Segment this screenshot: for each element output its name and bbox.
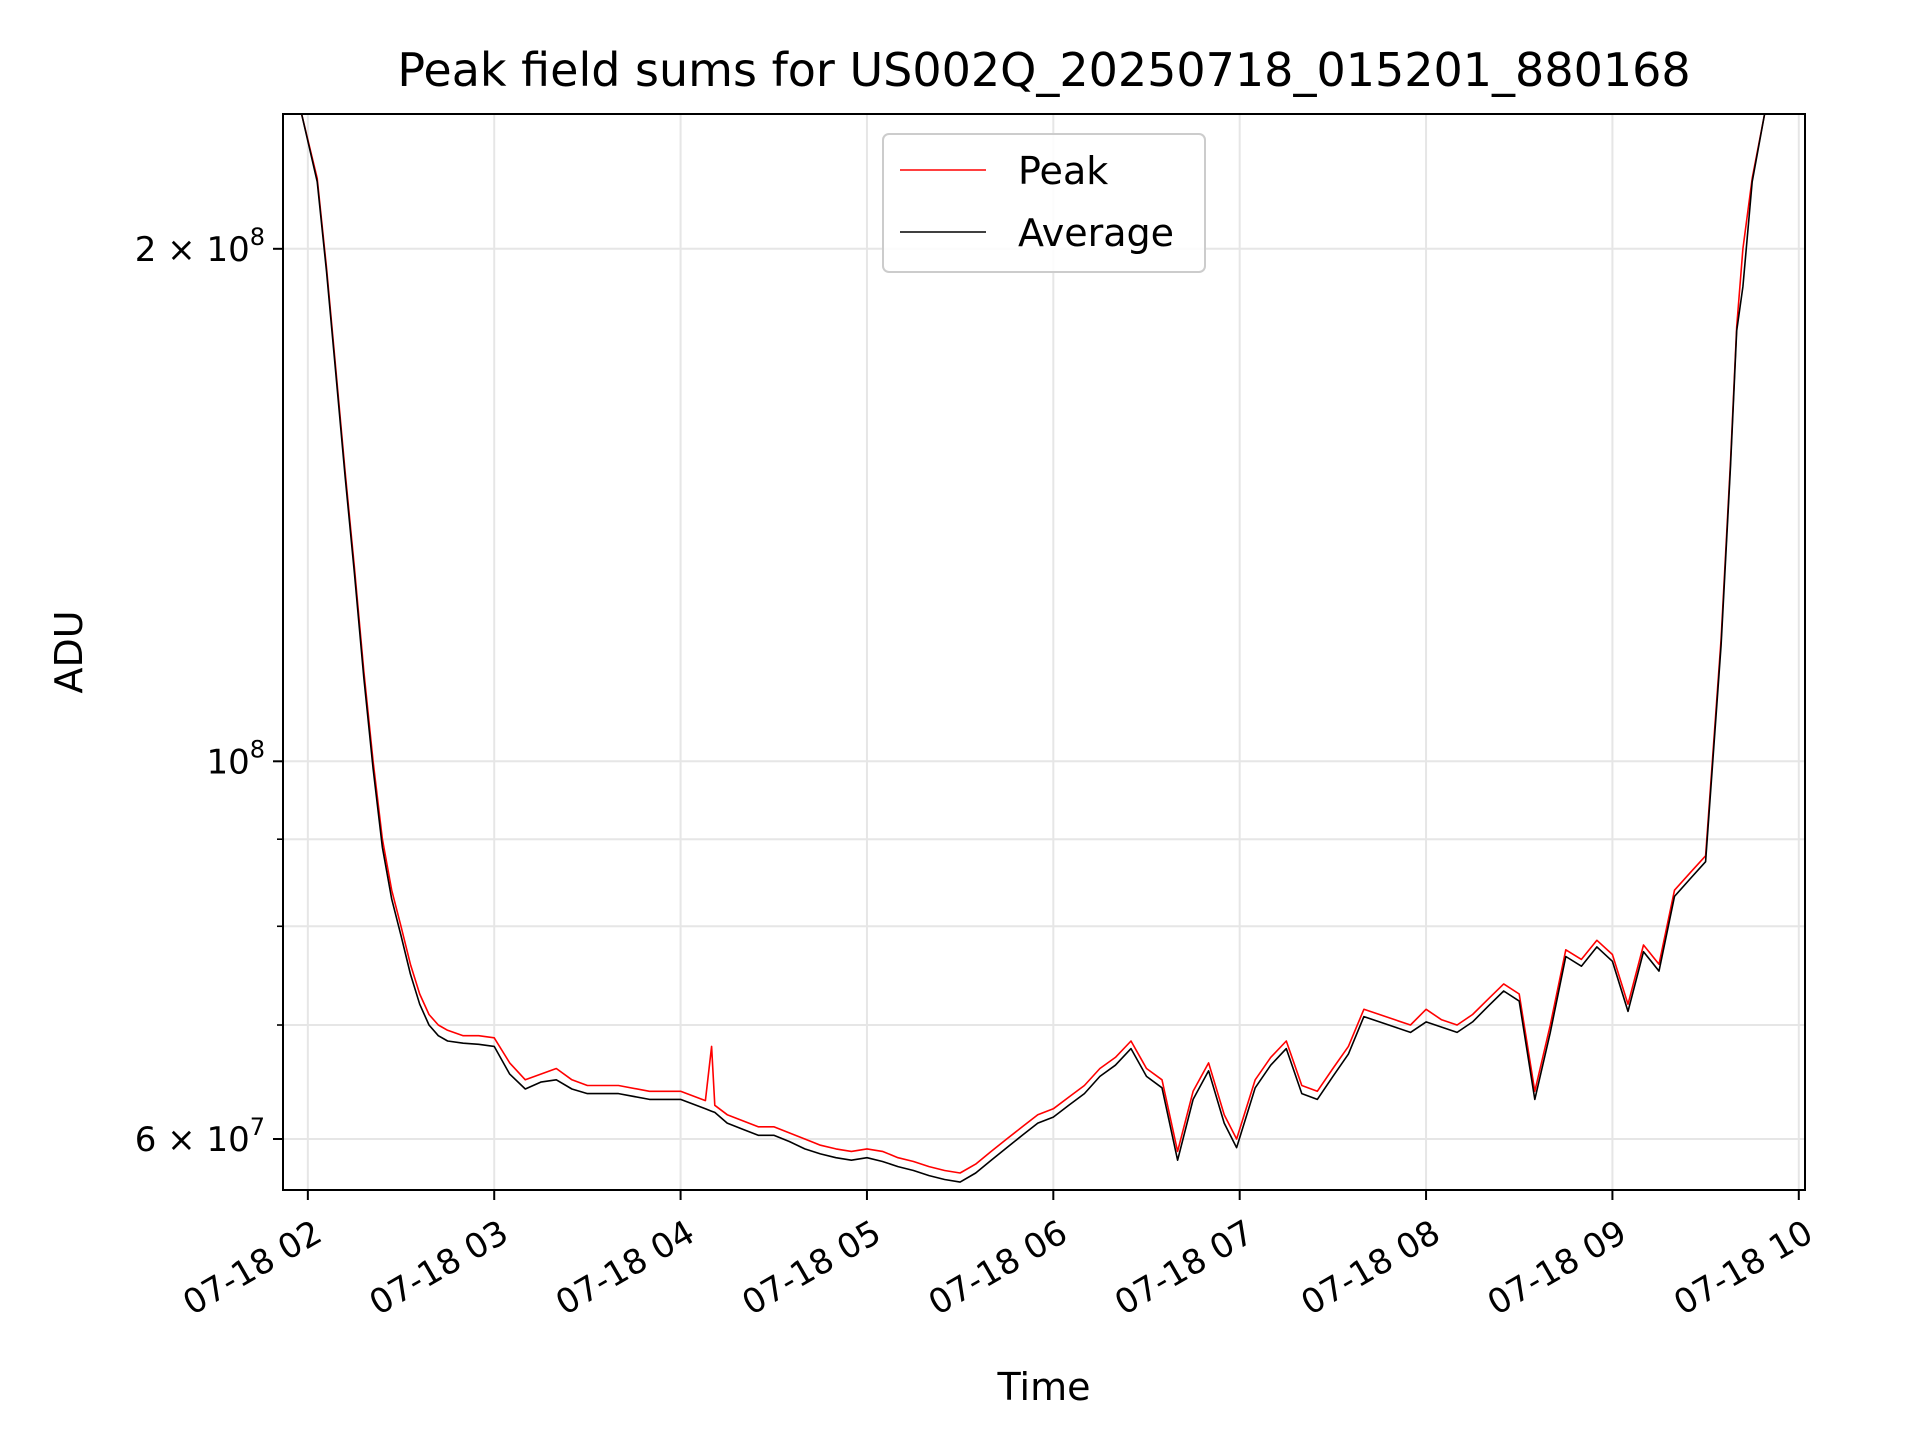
y-tick-label: 6 × 107 xyxy=(135,1113,265,1160)
legend-box xyxy=(882,133,1206,273)
series-layer xyxy=(300,114,1766,1183)
legend: Peak Average xyxy=(882,133,1206,273)
chart-title: Peak field sums for US002Q_20250718_0152… xyxy=(397,43,1690,97)
y-tick-label: 108 xyxy=(206,735,265,782)
y-axis-label: ADU xyxy=(47,610,91,693)
y-tick-label: 2 × 108 xyxy=(135,223,265,270)
legend-label-average: Average xyxy=(1018,211,1174,255)
grid-layer xyxy=(283,114,1805,1190)
series-line-average xyxy=(300,114,1766,1183)
series-line-peak xyxy=(300,114,1766,1174)
x-axis-label: Time xyxy=(997,1365,1091,1409)
legend-label-peak: Peak xyxy=(1018,149,1108,193)
plot-frame xyxy=(282,113,1806,1191)
